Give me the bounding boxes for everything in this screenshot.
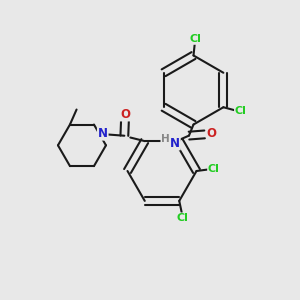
Text: Cl: Cl (176, 213, 188, 223)
Text: Cl: Cl (208, 164, 220, 175)
Text: Cl: Cl (235, 106, 247, 116)
Text: N: N (170, 136, 180, 150)
Text: O: O (207, 127, 217, 140)
Text: H: H (161, 134, 170, 144)
Text: N: N (98, 127, 108, 140)
Text: O: O (120, 108, 130, 121)
Text: Cl: Cl (189, 34, 201, 44)
